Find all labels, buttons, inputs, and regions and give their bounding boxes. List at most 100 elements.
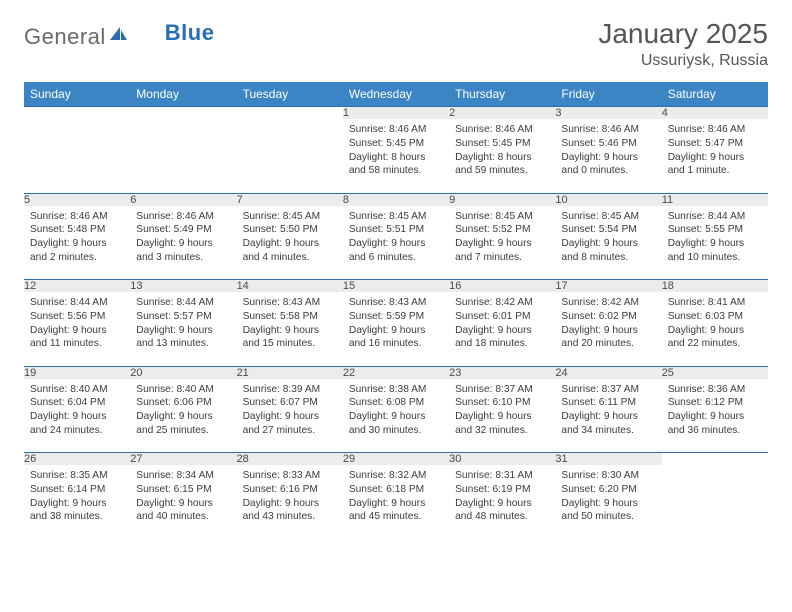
day-cell-content: Sunrise: 8:43 AMSunset: 5:59 PMDaylight:… — [343, 292, 449, 357]
daylight-line: Daylight: 9 hours and 4 minutes. — [243, 237, 337, 265]
logo: General Blue — [24, 24, 214, 50]
daylight-line: Daylight: 9 hours and 30 minutes. — [349, 410, 443, 438]
weekday-header: Thursday — [449, 82, 555, 107]
day-cell-content: Sunrise: 8:38 AMSunset: 6:08 PMDaylight:… — [343, 379, 449, 444]
day-cell-content: Sunrise: 8:34 AMSunset: 6:15 PMDaylight:… — [130, 465, 236, 530]
sunset-line: Sunset: 5:50 PM — [243, 223, 337, 237]
sunrise-line: Sunrise: 8:34 AM — [136, 469, 230, 483]
daylight-line: Daylight: 9 hours and 40 minutes. — [136, 497, 230, 525]
day-cell: Sunrise: 8:42 AMSunset: 6:02 PMDaylight:… — [555, 292, 661, 366]
daylight-line: Daylight: 9 hours and 16 minutes. — [349, 324, 443, 352]
day-cell-content: Sunrise: 8:32 AMSunset: 6:18 PMDaylight:… — [343, 465, 449, 530]
daylight-line: Daylight: 9 hours and 20 minutes. — [561, 324, 655, 352]
sunrise-line: Sunrise: 8:43 AM — [349, 296, 443, 310]
sunset-line: Sunset: 6:15 PM — [136, 483, 230, 497]
sunset-line: Sunset: 5:59 PM — [349, 310, 443, 324]
day-cell-content: Sunrise: 8:44 AMSunset: 5:56 PMDaylight:… — [24, 292, 130, 357]
sunset-line: Sunset: 5:48 PM — [30, 223, 124, 237]
day-cell: Sunrise: 8:45 AMSunset: 5:51 PMDaylight:… — [343, 206, 449, 280]
daylight-line: Daylight: 9 hours and 2 minutes. — [30, 237, 124, 265]
day-cell-content: Sunrise: 8:44 AMSunset: 5:55 PMDaylight:… — [662, 206, 768, 271]
daylight-line: Daylight: 9 hours and 7 minutes. — [455, 237, 549, 265]
day-number: 27 — [130, 453, 236, 466]
daylight-line: Daylight: 9 hours and 32 minutes. — [455, 410, 549, 438]
sunrise-line: Sunrise: 8:37 AM — [561, 383, 655, 397]
day-cell-content: Sunrise: 8:33 AMSunset: 6:16 PMDaylight:… — [237, 465, 343, 530]
day-cell: Sunrise: 8:40 AMSunset: 6:06 PMDaylight:… — [130, 379, 236, 453]
sunset-line: Sunset: 6:07 PM — [243, 396, 337, 410]
daylight-line: Daylight: 9 hours and 13 minutes. — [136, 324, 230, 352]
day-cell — [24, 119, 130, 193]
sunrise-line: Sunrise: 8:46 AM — [30, 210, 124, 224]
sunrise-line: Sunrise: 8:46 AM — [136, 210, 230, 224]
sunrise-line: Sunrise: 8:44 AM — [136, 296, 230, 310]
day-cell-content: Sunrise: 8:45 AMSunset: 5:54 PMDaylight:… — [555, 206, 661, 271]
day-number: 6 — [130, 193, 236, 206]
sunset-line: Sunset: 5:45 PM — [349, 137, 443, 151]
sunrise-line: Sunrise: 8:44 AM — [30, 296, 124, 310]
day-cell-content: Sunrise: 8:46 AMSunset: 5:49 PMDaylight:… — [130, 206, 236, 271]
day-cell: Sunrise: 8:36 AMSunset: 6:12 PMDaylight:… — [662, 379, 768, 453]
day-cell — [130, 119, 236, 193]
day-cell-content: Sunrise: 8:46 AMSunset: 5:46 PMDaylight:… — [555, 119, 661, 184]
sunset-line: Sunset: 6:12 PM — [668, 396, 762, 410]
sunset-line: Sunset: 6:11 PM — [561, 396, 655, 410]
day-cell-content: Sunrise: 8:46 AMSunset: 5:48 PMDaylight:… — [24, 206, 130, 271]
day-number: 30 — [449, 453, 555, 466]
daylight-line: Daylight: 9 hours and 10 minutes. — [668, 237, 762, 265]
sail-icon — [109, 26, 129, 49]
logo-text-general: General — [24, 24, 106, 50]
day-number: 15 — [343, 280, 449, 293]
day-cell-content: Sunrise: 8:44 AMSunset: 5:57 PMDaylight:… — [130, 292, 236, 357]
sunset-line: Sunset: 5:52 PM — [455, 223, 549, 237]
day-details-row: Sunrise: 8:40 AMSunset: 6:04 PMDaylight:… — [24, 379, 768, 453]
sunset-line: Sunset: 5:47 PM — [668, 137, 762, 151]
day-number: 22 — [343, 366, 449, 379]
daylight-line: Daylight: 9 hours and 43 minutes. — [243, 497, 337, 525]
sunrise-line: Sunrise: 8:40 AM — [30, 383, 124, 397]
day-cell: Sunrise: 8:30 AMSunset: 6:20 PMDaylight:… — [555, 465, 661, 539]
day-cell-content: Sunrise: 8:45 AMSunset: 5:52 PMDaylight:… — [449, 206, 555, 271]
sunrise-line: Sunrise: 8:39 AM — [243, 383, 337, 397]
sunrise-line: Sunrise: 8:38 AM — [349, 383, 443, 397]
day-cell-content: Sunrise: 8:46 AMSunset: 5:47 PMDaylight:… — [662, 119, 768, 184]
sunset-line: Sunset: 6:10 PM — [455, 396, 549, 410]
calendar-body: 1234 Sunrise: 8:46 AM Sunset: 5:45 PM Dayli… — [24, 107, 768, 540]
day-number: 21 — [237, 366, 343, 379]
location-label: Ussuriysk, Russia — [598, 52, 768, 70]
day-cell-content: Sunrise: 8:45 AMSunset: 5:50 PMDaylight:… — [237, 206, 343, 271]
day-cell: Sunrise: 8:45 AMSunset: 5:54 PMDaylight:… — [555, 206, 661, 280]
daylight-line: Daylight: 9 hours and 3 minutes. — [136, 237, 230, 265]
day-number: 28 — [237, 453, 343, 466]
day-cell: Sunrise: 8:38 AMSunset: 6:08 PMDaylight:… — [343, 379, 449, 453]
sunset-line: Sunset: 5:58 PM — [243, 310, 337, 324]
sunrise-line: Sunrise: 8:37 AM — [455, 383, 549, 397]
sunrise-line: Sunrise: 8:31 AM — [455, 469, 549, 483]
sunset-line: Sunset: 5:46 PM — [561, 137, 655, 151]
day-number: 23 — [449, 366, 555, 379]
sunrise-line: Sunrise: 8:35 AM — [30, 469, 124, 483]
day-cell: Sunrise: 8:45 AMSunset: 5:52 PMDaylight:… — [449, 206, 555, 280]
day-cell: Sunrise: 8:46 AMSunset: 5:47 PMDaylight:… — [662, 119, 768, 193]
daynum-row: 1234 — [24, 107, 768, 120]
sunrise-line: Sunrise: 8:44 AM — [668, 210, 762, 224]
sunset-line: Sunset: 5:54 PM — [561, 223, 655, 237]
sunrise-line: Sunrise: 8:42 AM — [455, 296, 549, 310]
day-number: 17 — [555, 280, 661, 293]
sunrise-line: Sunrise: 8:42 AM — [561, 296, 655, 310]
sunset-line: Sunset: 6:16 PM — [243, 483, 337, 497]
day-number: 9 — [449, 193, 555, 206]
day-number: 14 — [237, 280, 343, 293]
day-cell-content: Sunrise: 8:30 AMSunset: 6:20 PMDaylight:… — [555, 465, 661, 530]
daynum-row: 262728293031 — [24, 453, 768, 466]
day-cell: Sunrise: 8:43 AMSunset: 5:58 PMDaylight:… — [237, 292, 343, 366]
day-number: 7 — [237, 193, 343, 206]
sunrise-line: Sunrise: 8:30 AM — [561, 469, 655, 483]
page-header: General Blue January 2025 Ussuriysk, Rus… — [24, 18, 768, 70]
sunset-line: Sunset: 5:57 PM — [136, 310, 230, 324]
sunset-line: Sunset: 5:45 PM — [455, 137, 549, 151]
day-cell-content: Sunrise: 8:31 AMSunset: 6:19 PMDaylight:… — [449, 465, 555, 530]
day-number: 18 — [662, 280, 768, 293]
day-cell-content: Sunrise: 8:37 AMSunset: 6:10 PMDaylight:… — [449, 379, 555, 444]
sunset-line: Sunset: 6:20 PM — [561, 483, 655, 497]
